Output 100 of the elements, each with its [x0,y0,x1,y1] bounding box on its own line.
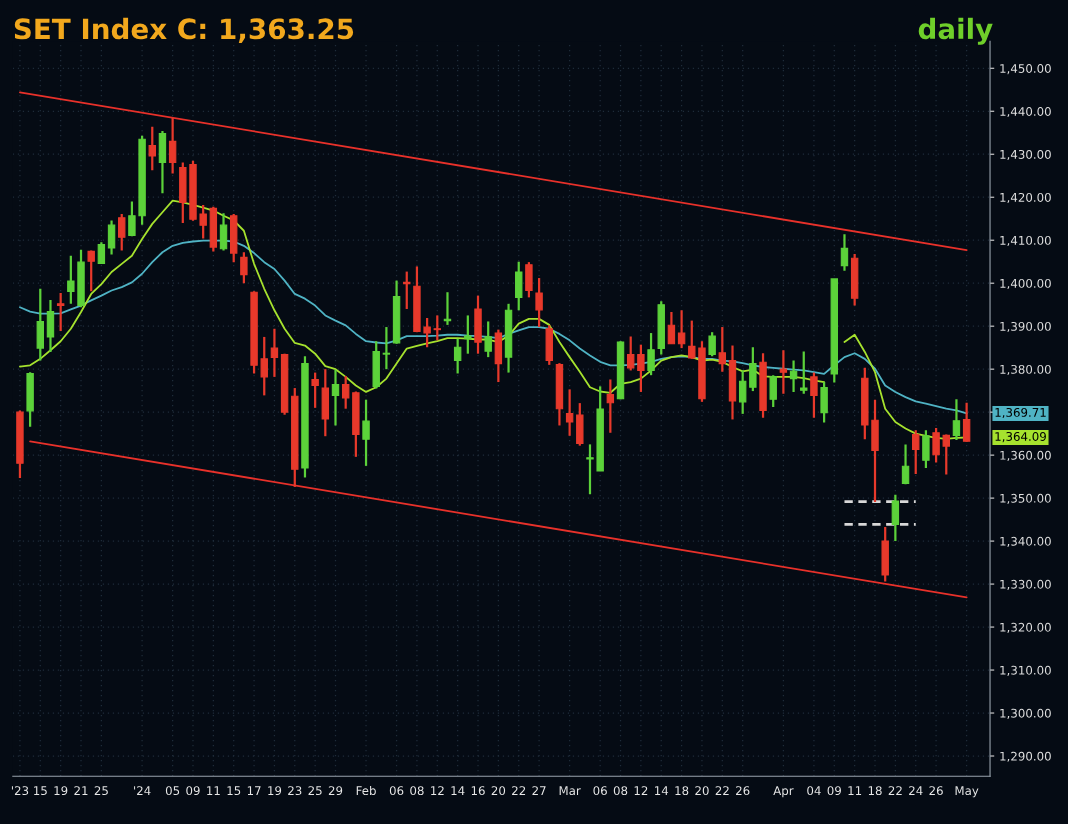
candlestick [647,331,655,377]
chart-title: SET Index C: 1,363.25 [14,17,354,43]
candlestick [952,398,961,442]
candlestick [586,443,594,496]
candlestick [932,426,940,464]
x-tick-label: 22 [512,786,526,795]
x-tick-label: 12 [431,786,444,795]
candlestick [331,368,340,427]
y-tick-label: 1,330.00 [1000,579,1051,590]
candlestick [260,335,268,397]
x-tick-label: 26 [736,786,750,796]
y-tick-label: 1,420.00 [1000,192,1051,204]
y-tick-label: 1,430.00 [1000,149,1051,161]
y-tick-label: 1,410.00 [1000,235,1051,247]
x-tick-label: 18 [868,786,882,796]
x-tick-label: 14 [451,786,465,795]
candlestick [67,254,75,305]
candlestick [606,378,615,434]
candlestick [403,270,411,311]
candlestick [840,233,849,272]
y-tick-label: 1,360.00 [1000,450,1051,461]
y-tick-label: 1,380.00 [1000,364,1051,376]
x-tick-label: 24 [909,786,923,795]
candlestick [942,433,950,476]
candlestick [484,320,492,359]
x-tick-label: Mar [559,786,581,796]
x-tick-label: 04 [807,786,821,796]
x-tick-label: 15 [34,786,47,796]
x-tick-label: 20 [695,786,709,796]
candlestick [749,346,757,393]
x-tick-label: 08 [410,786,424,796]
x-tick-label: 06 [389,786,404,796]
x-tick-label: Feb [356,785,376,796]
x-tick-label: 23 [288,786,302,796]
candlestick [677,309,686,350]
x-tick-label: 11 [848,786,862,795]
candlestick [626,335,635,372]
candlestick [56,291,65,333]
x-tick-label: 27 [532,786,546,795]
x-tick-label: '24 [134,786,151,795]
candlestick [128,200,136,238]
candlestick [87,249,95,293]
x-tick-label: 21 [74,786,88,795]
candlestick [464,314,472,355]
candlestick [718,325,727,373]
candlestick [453,337,462,375]
x-tick-label: 29 [328,786,343,796]
x-tick-label: 25 [94,786,108,796]
candlestick [240,251,248,285]
candlestick [912,429,920,476]
y-tick-label: 1,440.00 [1000,106,1051,118]
x-tick-label: '23 [11,786,29,796]
candlestick [789,359,798,394]
candlestick [362,398,370,467]
x-tick-label: 14 [655,786,669,795]
candlestick [382,325,391,371]
x-tick-label: 17 [247,786,261,795]
text: 1,369.71 [995,407,1046,419]
candlestick [779,349,788,395]
candlestick [433,314,442,342]
text: 1,364.09 [995,432,1046,443]
y-tick-label: 1,450.00 [1000,64,1051,75]
candlestick [800,350,808,395]
candlestick [219,212,228,252]
y-tick-label: 1,320.00 [1000,622,1051,633]
y-tick-label: 1,340.00 [1000,536,1051,547]
x-tick-label: 26 [929,786,943,796]
y-tick-label: 1,350.00 [1000,493,1051,504]
candlestick [738,369,747,415]
x-tick-label: May [955,786,979,798]
chart-subtitle: daily [918,17,993,45]
candlestick [270,327,279,379]
candlestick [311,371,319,409]
candlestick [891,493,900,543]
candlestick [341,374,350,410]
x-tick-label: 08 [613,786,628,796]
x-tick-label: 19 [268,786,282,796]
x-tick-label: 20 [491,786,506,796]
x-tick-label: 09 [186,786,200,796]
candlestick [97,241,106,265]
candlestick [962,401,971,443]
x-tick-label: Apr [773,786,794,798]
candlestick [708,331,716,358]
candlestick [423,316,431,349]
candlestick [637,343,645,394]
candlestick [810,371,818,419]
candlestick [688,319,696,360]
x-tick-label: 16 [471,786,485,796]
x-tick-label: 11 [207,786,220,795]
y-tick-label: 1,310.00 [1000,665,1051,676]
candlestick [168,116,177,175]
x-tick-label: 05 [165,786,180,796]
x-tick-label: 22 [888,786,902,795]
line-series [19,239,968,415]
x-tick-label: 19 [54,786,68,796]
candlestick [535,276,543,329]
candlestick [565,388,574,437]
x-tick-label: 12 [634,786,648,795]
y-tick-label: 1,300.00 [1000,708,1051,719]
candlestick [118,212,126,252]
